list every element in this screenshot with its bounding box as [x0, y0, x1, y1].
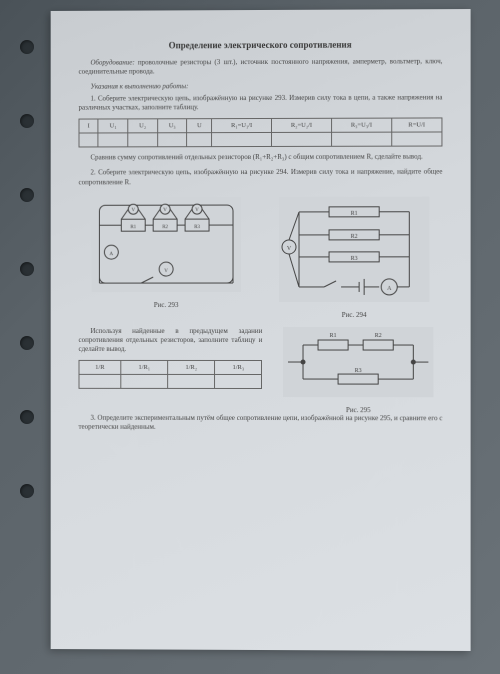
r3-label: R3 — [351, 256, 358, 262]
hole — [20, 188, 34, 202]
th: I — [79, 119, 98, 133]
th: 1/R₁ — [121, 360, 168, 374]
v-label: V — [195, 208, 199, 213]
fig-295-label: Рис. 295 — [274, 406, 442, 414]
cell — [128, 133, 158, 147]
hole — [20, 262, 34, 276]
r3-label: R3 — [194, 225, 200, 230]
v-label: V — [131, 208, 135, 213]
circuit-295: R1 R2 R3 — [283, 327, 433, 397]
hole — [20, 484, 34, 498]
cell — [187, 133, 212, 147]
th: U₂ — [128, 119, 158, 133]
th: 1/R₃ — [215, 360, 262, 374]
page-title: Определение электрического сопротивления — [79, 39, 443, 51]
r3-label: R3 — [355, 368, 362, 374]
v-label: V — [164, 269, 168, 274]
table-2: 1/R 1/R₁ 1/R₂ 1/R₃ — [79, 360, 263, 389]
th: R₁=U₁/I — [212, 119, 272, 133]
step-1b: Сравнив сумму сопротивлений отдельных ре… — [79, 153, 443, 163]
th: R₃=U₃/I — [331, 118, 391, 132]
document-page: Определение электрического сопротивления… — [51, 9, 471, 651]
step-1: 1. Соберите электрическую цепь, изображё… — [79, 94, 443, 113]
r2-label: R2 — [162, 225, 168, 230]
r1-label: R1 — [330, 333, 337, 339]
cell — [272, 133, 332, 147]
cell — [391, 132, 441, 146]
instructions-label: Указания к выполнению работы: — [79, 82, 443, 91]
th: R₂=U₂/I — [272, 119, 332, 133]
th: U₃ — [157, 119, 187, 133]
step-2b: Используя найденные в предыдущем задании… — [79, 327, 263, 354]
th: R=U/I — [391, 118, 441, 132]
fig-294-label: Рис. 294 — [279, 311, 429, 319]
th: U₁ — [98, 119, 128, 133]
r1-label: R1 — [130, 225, 136, 230]
a-label: A — [387, 286, 392, 292]
cell — [212, 133, 272, 147]
equipment-para: Оборудование: проволочные резисторы (3 ш… — [79, 57, 443, 77]
cell — [157, 133, 187, 147]
th: 1/R₂ — [168, 360, 215, 374]
cell — [98, 133, 128, 147]
th: 1/R — [79, 360, 121, 374]
circuit-row: V V V R1 R2 R3 A V Рис. 293 — [79, 196, 443, 318]
v-label: V — [163, 208, 167, 213]
circuit-293: V V V R1 R2 R3 A V — [91, 197, 241, 292]
th: U — [187, 119, 212, 133]
r2-label: R2 — [351, 234, 358, 240]
step-2: 2. Соберите электрическую цепь, изображё… — [79, 168, 443, 187]
table-row — [79, 132, 442, 147]
cell — [215, 374, 262, 388]
hole — [20, 40, 34, 54]
cell — [168, 374, 215, 388]
col-left: Используя найденные в предыдущем задании… — [79, 327, 263, 395]
hole — [20, 336, 34, 350]
hole — [20, 410, 34, 424]
binder-holes — [20, 40, 40, 640]
fig-294-box: R1 R2 R3 V A Рис. 294 — [279, 196, 429, 318]
table-row: 1/R 1/R₁ 1/R₂ 1/R₃ — [79, 360, 262, 374]
cell — [121, 374, 168, 388]
table-1: I U₁ U₂ U₃ U R₁=U₁/I R₂=U₂/I R₃=U₃/I R=U… — [79, 118, 443, 148]
col-right: R1 R2 R3 Рис. 295 — [274, 327, 442, 414]
table-row — [79, 374, 262, 388]
fig-293-box: V V V R1 R2 R3 A V Рис. 293 — [91, 197, 241, 319]
r1-label: R1 — [351, 210, 358, 216]
fig-293-label: Рис. 293 — [91, 301, 241, 309]
table-row: I U₁ U₂ U₃ U R₁=U₁/I R₂=U₂/I R₃=U₃/I R=U… — [79, 118, 442, 133]
row-2: Используя найденные в предыдущем задании… — [79, 327, 443, 414]
hole — [20, 114, 34, 128]
cell — [79, 133, 98, 147]
v-label: V — [287, 246, 292, 252]
a-label: A — [110, 252, 114, 257]
cell — [79, 374, 121, 388]
cell — [331, 132, 391, 146]
r2-label: R2 — [375, 333, 382, 339]
circuit-294: R1 R2 R3 V A — [279, 196, 429, 301]
step-3: 3. Определите экспериментальным путём об… — [79, 413, 443, 432]
equipment-label: Оборудование: — [90, 58, 134, 66]
